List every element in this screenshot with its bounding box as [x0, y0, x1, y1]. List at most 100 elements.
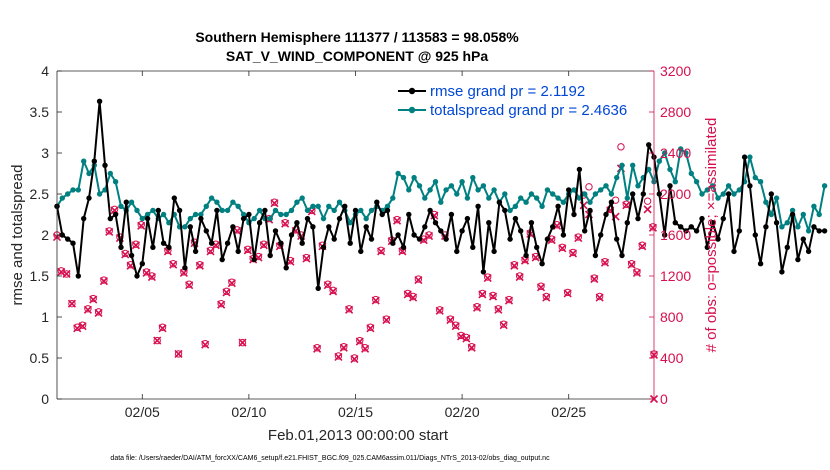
obs-possible-marker	[270, 198, 279, 206]
totalspread-point	[731, 191, 737, 197]
totalspread-point	[427, 187, 433, 193]
obs-assimilated-stroke-b	[307, 207, 316, 216]
obs-assimilated-marker	[403, 290, 412, 299]
obs-assimilated-stroke-b	[158, 324, 167, 333]
obs-assimilated-marker	[574, 234, 583, 243]
rmse-point	[150, 244, 156, 250]
totalspread-point	[294, 199, 300, 205]
y-tick-label: 0	[41, 391, 49, 407]
totalspread-point	[251, 215, 257, 222]
rmse-point	[582, 228, 588, 234]
rmse-point	[81, 215, 87, 222]
rmse-point	[571, 211, 577, 218]
rmse-point	[384, 207, 391, 214]
totalspread-point	[656, 158, 662, 164]
totalspread-point	[646, 166, 652, 173]
rmse-point	[198, 215, 204, 222]
totalspread-point	[688, 170, 694, 177]
obs-possible-marker	[313, 344, 321, 352]
rmse-point	[592, 252, 599, 259]
obs-assimilated-marker	[62, 269, 71, 279]
obs-assimilated-marker	[131, 241, 140, 250]
rmse-point	[128, 252, 135, 259]
totalspread-point	[763, 199, 769, 205]
y-axis-label: rmse and totalspread	[9, 165, 26, 306]
obs-possible-marker	[489, 291, 497, 300]
obs-assimilated-marker	[121, 250, 130, 259]
rmse-point	[486, 220, 492, 226]
obs-possible-marker	[436, 306, 444, 314]
obs-assimilated-stroke-b	[595, 293, 604, 302]
obs-assimilated-stroke-b	[499, 321, 508, 330]
rmse-point	[411, 232, 417, 238]
obs-assimilated-marker	[467, 343, 476, 352]
rmse-point	[320, 244, 327, 250]
obs-assimilated-stroke-b	[334, 352, 343, 362]
obs-assimilated-stroke-b	[622, 201, 631, 210]
obs-assimilated-stroke-b	[179, 268, 188, 277]
rmse-point	[656, 191, 662, 197]
obs-possible-marker	[158, 323, 167, 331]
obs-possible-marker	[153, 336, 161, 345]
obs-possible-marker	[142, 268, 151, 276]
obs-assimilated-marker	[409, 293, 418, 302]
x-tick-label: 02/25	[551, 404, 586, 420]
obs-assimilated-stroke-b	[78, 322, 87, 331]
obs-assimilated-stroke-b	[462, 334, 471, 343]
rmse-point	[171, 195, 177, 201]
rmse-point	[208, 240, 215, 246]
obs-assimilated-marker	[488, 292, 498, 301]
rmse-point	[342, 203, 348, 209]
obs-possible-marker	[382, 315, 391, 323]
totalspread-point	[555, 195, 561, 201]
obs-possible-marker	[132, 240, 140, 248]
plot-area	[57, 71, 654, 399]
obs-assimilated-marker	[105, 227, 114, 236]
obs-assimilated-marker	[520, 256, 530, 265]
obs-possible-marker	[228, 278, 236, 286]
x-tick-label: 02/05	[125, 404, 160, 420]
obs-assimilated-marker	[238, 338, 247, 347]
totalspread-point	[443, 187, 449, 193]
obs-assimilated-marker	[377, 247, 386, 256]
obs-assimilated-stroke-b	[467, 343, 476, 352]
obs-assimilated-stroke-b	[648, 223, 657, 232]
obs-possible-marker	[510, 261, 519, 269]
totalspread-point	[736, 187, 742, 193]
rmse-point	[331, 236, 337, 242]
obs-possible-marker	[334, 352, 343, 360]
rmse-point	[725, 191, 732, 197]
rmse-point	[528, 220, 535, 226]
obs-assimilated-stroke-b	[201, 340, 210, 349]
obs-assimilated-marker	[361, 344, 370, 353]
totalspread-point	[219, 207, 225, 214]
totalspread-point	[502, 191, 508, 197]
rmse-point	[315, 285, 321, 291]
obs-assimilated-marker	[217, 300, 226, 309]
totalspread-point	[326, 203, 332, 209]
totalspread-point	[534, 195, 540, 201]
obs-possible-marker	[372, 295, 380, 304]
obs-possible-marker	[340, 343, 348, 351]
obs-possible-marker	[649, 223, 657, 231]
obs-assimilated-marker	[222, 288, 231, 297]
y2-tick-label: 2000	[660, 186, 691, 202]
totalspread-point	[128, 199, 135, 205]
rmse-point	[459, 228, 465, 234]
totalspread-point	[96, 191, 103, 197]
obs-assimilated-marker	[590, 275, 599, 284]
obs-assimilated-marker	[259, 241, 268, 250]
obs-assimilated-stroke-b	[329, 287, 338, 296]
obs-possible-marker	[494, 305, 503, 313]
totalspread-point	[118, 203, 124, 209]
rmse-point	[688, 224, 694, 230]
rmse-point	[683, 228, 689, 234]
obs-assimilated-marker	[201, 340, 210, 349]
obs-assimilated-stroke-b	[638, 242, 647, 251]
x-axis-ticks: 02/05 02/10 02/15 02/20 02/25	[125, 71, 586, 420]
totalspread-point	[198, 211, 204, 218]
totalspread-point	[203, 203, 209, 209]
rmse-point	[160, 240, 167, 246]
obs-assimilated-marker	[510, 261, 519, 270]
